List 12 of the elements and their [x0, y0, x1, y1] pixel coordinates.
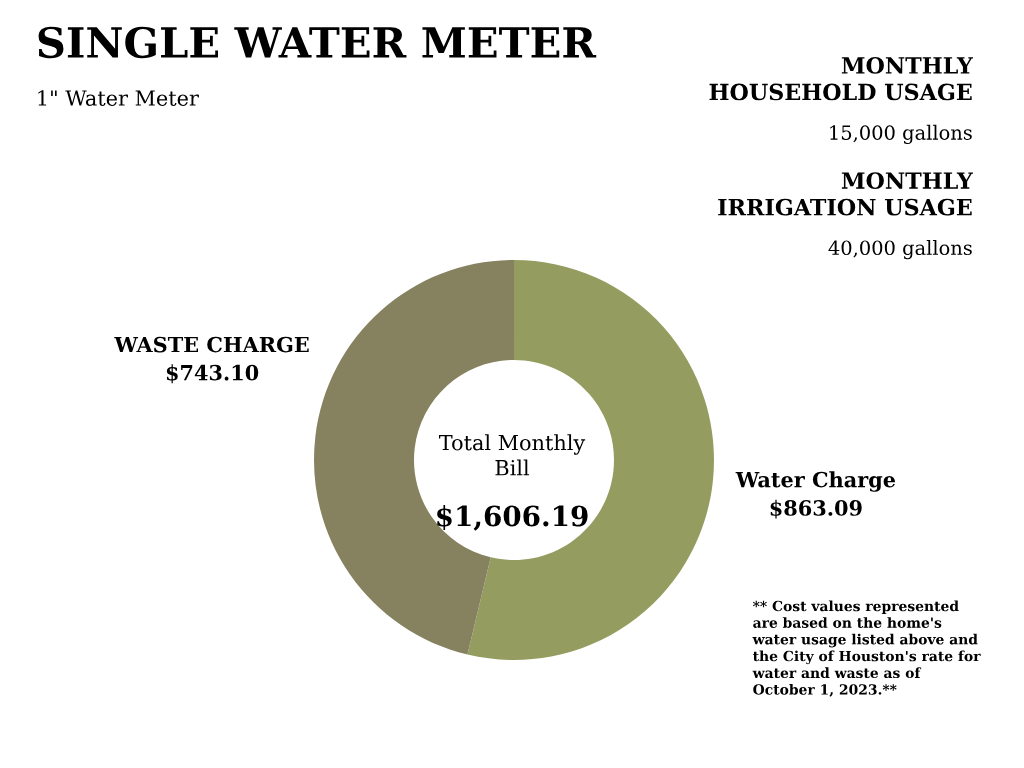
text: Total Monthly Bill	[439, 434, 586, 476]
slice-label: WASTE CHARGE	[114, 336, 309, 353]
data-label: $863.09	[770, 499, 862, 519]
text: 15,000 gallons	[830, 124, 972, 144]
chart-subtitle: 1" Water Meter	[38, 90, 199, 106]
text: MONTHLY HOUSEHOLD USAGE	[709, 56, 973, 101]
slice-label: Water Charge	[735, 471, 896, 492]
text: $1,606.19	[437, 504, 588, 531]
text: 40,000 gallons	[828, 240, 972, 260]
chart-title: SINGLE WATER METER	[38, 26, 597, 59]
data-label: $743.10	[166, 364, 259, 384]
text: MONTHLY IRRIGATION USAGE	[718, 172, 973, 216]
